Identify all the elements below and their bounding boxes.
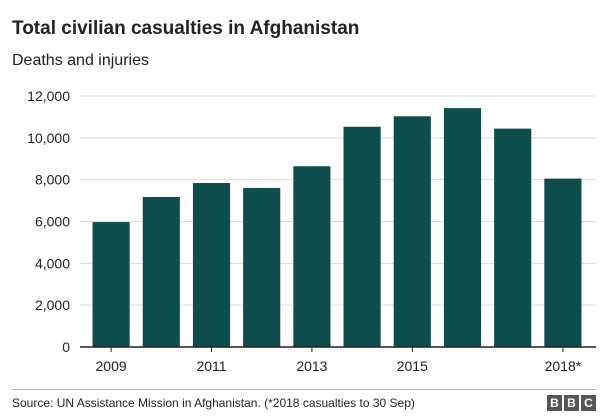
y-tick-label: 4,000 bbox=[35, 255, 70, 271]
y-tick-label: 0 bbox=[62, 339, 70, 355]
bbc-logo-letter: C bbox=[581, 395, 596, 411]
x-tick-label: 2009 bbox=[96, 358, 127, 374]
bar bbox=[192, 183, 231, 347]
bar bbox=[544, 178, 582, 347]
bar bbox=[142, 197, 180, 347]
bbc-logo-letter: B bbox=[547, 395, 562, 411]
source-note: Source: UN Assistance Mission in Afghani… bbox=[12, 396, 415, 410]
x-tick-label: 2018* bbox=[545, 358, 582, 374]
chart-title: Total civilian casualties in Afghanistan bbox=[12, 18, 360, 39]
x-tick-label: 2015 bbox=[397, 358, 428, 374]
bar bbox=[243, 188, 281, 347]
chart-subtitle: Deaths and injuries bbox=[12, 52, 149, 69]
bar bbox=[293, 166, 331, 347]
y-tick-label: 8,000 bbox=[35, 172, 70, 188]
bbc-logo-letter: B bbox=[564, 395, 579, 411]
x-tick-label: 2013 bbox=[296, 358, 327, 374]
bar bbox=[343, 126, 381, 347]
bar-chart: 0 2,000 4,000 6,000 8,000 10,000 12,000 2009 201… bbox=[27, 88, 596, 374]
y-tick-label: 6,000 bbox=[35, 214, 70, 230]
bar bbox=[393, 116, 431, 347]
bbc-logo: B B C bbox=[547, 395, 596, 411]
bar bbox=[92, 222, 130, 347]
footer-divider bbox=[12, 389, 596, 390]
y-tick-label: 12,000 bbox=[27, 88, 70, 104]
bar bbox=[494, 128, 532, 347]
y-tick-label: 2,000 bbox=[35, 297, 70, 313]
x-tick-label: 2011 bbox=[196, 358, 226, 374]
y-tick-label: 10,000 bbox=[27, 130, 70, 146]
bar bbox=[443, 108, 482, 347]
